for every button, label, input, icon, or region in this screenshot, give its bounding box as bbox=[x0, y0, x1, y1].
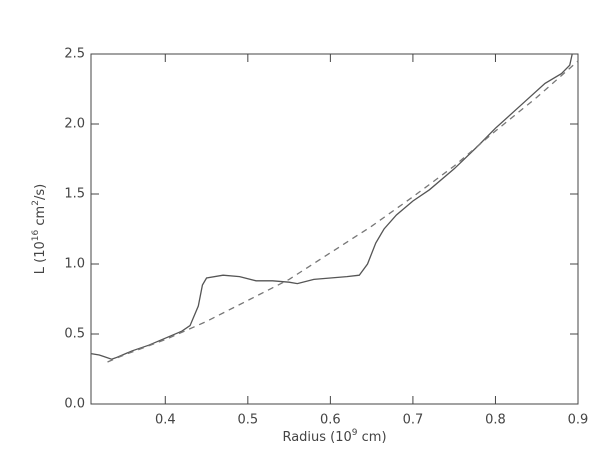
plot-frame bbox=[90, 53, 579, 405]
solid-line bbox=[90, 53, 573, 360]
y-axis-label: L (1016 cm2/s) bbox=[31, 184, 48, 274]
y-tick-label: 0.5 bbox=[64, 327, 85, 342]
superscript: 9 bbox=[352, 428, 358, 438]
label-part: cm bbox=[33, 206, 48, 230]
x-tick-label: 0.9 bbox=[568, 413, 589, 428]
x-tick-label: 0.5 bbox=[237, 413, 258, 428]
label-part: cm) bbox=[358, 430, 387, 445]
y-tick-label: 1.0 bbox=[64, 257, 85, 272]
y-tick-label: 1.5 bbox=[64, 187, 85, 202]
x-tick-label: 0.8 bbox=[485, 413, 506, 428]
x-tick-label: 0.6 bbox=[320, 413, 341, 428]
superscript: 2 bbox=[31, 200, 41, 206]
y-tick-label: 2.5 bbox=[64, 47, 85, 62]
x-tick-label: 0.7 bbox=[403, 413, 424, 428]
label-part: /s) bbox=[33, 184, 48, 200]
label-part: Radius (10 bbox=[282, 430, 351, 445]
x-axis-label: Radius (109 cm) bbox=[282, 428, 386, 445]
y-tick-label: 0.0 bbox=[64, 397, 85, 412]
x-tick-label: 0.4 bbox=[155, 413, 176, 428]
y-tick-label: 2.0 bbox=[64, 117, 85, 132]
label-part: L (10 bbox=[33, 241, 48, 274]
dashed-line bbox=[107, 60, 579, 363]
superscript: 16 bbox=[31, 229, 41, 241]
